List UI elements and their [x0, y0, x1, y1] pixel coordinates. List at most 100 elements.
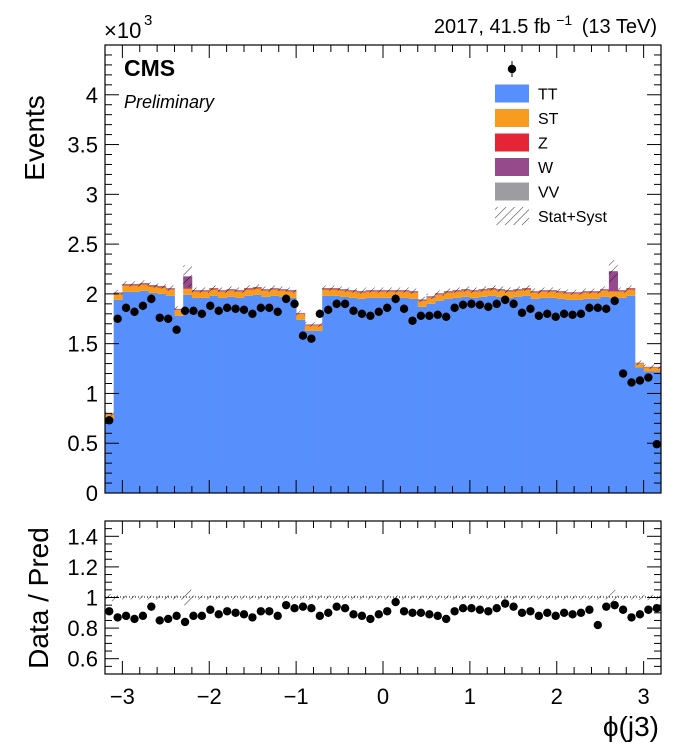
uncertainty-band — [313, 321, 323, 327]
stack-bar-st — [165, 289, 175, 296]
ratio-point — [180, 617, 190, 627]
preliminary-label: Preliminary — [124, 92, 215, 112]
ratio-uncertainty-band — [469, 595, 479, 600]
stack-bar-tt — [522, 295, 532, 493]
ratio-point — [416, 608, 426, 617]
ratio-y-axis-title: Data / Pred — [23, 527, 54, 669]
ratio-point — [383, 607, 392, 616]
data-point — [475, 300, 485, 310]
ratio-point — [172, 611, 181, 621]
stack-bar-st — [296, 314, 306, 320]
exponent-base: ×10 — [104, 18, 141, 43]
stack-bar-st — [348, 291, 358, 298]
stack-bar-st — [139, 284, 149, 291]
ratio-uncertainty-band — [548, 595, 557, 600]
stack-bar-tt — [356, 298, 367, 493]
y-tick-label: 3.5 — [67, 133, 98, 158]
data-point — [105, 416, 114, 425]
ratio-uncertainty-band — [539, 595, 549, 600]
ratio-uncertainty-band — [400, 595, 410, 600]
uncertainty-band — [469, 287, 479, 293]
ratio-uncertainty-band — [348, 595, 357, 600]
ratio-uncertainty-band — [244, 595, 253, 600]
ratio-uncertainty-band — [565, 595, 575, 600]
legend-swatch-stat-syst — [495, 207, 529, 225]
ratio-point — [197, 611, 207, 621]
data-point — [265, 303, 274, 313]
ratio-point — [105, 607, 114, 616]
ratio-uncertainty-band — [365, 595, 375, 600]
stack-bar-st — [469, 291, 479, 298]
uncertainty-band — [391, 287, 401, 293]
stack-bar-tt — [339, 296, 349, 493]
stack-bar-tt — [200, 297, 210, 493]
uncertainty-band — [191, 287, 201, 293]
ratio-y-tick-label: 0.8 — [67, 616, 98, 641]
y-tick-label: 1 — [86, 381, 98, 406]
stack-bar-tt — [270, 295, 280, 493]
data-point — [399, 304, 409, 314]
ratio-uncertainty-band — [304, 595, 314, 600]
stack-bar-tt — [191, 297, 201, 493]
stack-bar-st — [217, 291, 228, 298]
ratio-uncertainty-band — [356, 595, 366, 600]
ratio-uncertainty-band — [522, 595, 531, 600]
uncertainty-band — [452, 287, 462, 293]
data-point — [366, 311, 375, 320]
data-point — [273, 307, 282, 317]
uncertainty-band — [400, 287, 410, 293]
data-point — [383, 303, 392, 313]
uncertainty-band — [148, 282, 158, 288]
stack-bar-st — [383, 291, 393, 298]
stack-bar-tt — [226, 296, 236, 493]
stack-bar-st — [244, 289, 254, 296]
stack-bar-st — [330, 289, 340, 296]
ratio-uncertainty-band — [504, 595, 514, 600]
data-point — [332, 299, 341, 309]
stack-bar-tt — [348, 297, 358, 493]
stack-bar-st — [270, 289, 280, 296]
data-point — [635, 376, 645, 385]
ratio-y-tick-label: 1.4 — [67, 524, 98, 549]
uncertainty-bands — [105, 260, 661, 416]
x-tick-label: −3 — [110, 684, 135, 709]
x-tick-label: 1 — [464, 684, 476, 709]
uncertainty-band — [556, 288, 566, 294]
stack-bar-tt — [322, 295, 332, 493]
legend-swatch-tt — [495, 84, 529, 103]
x-tick-label: −1 — [284, 684, 309, 709]
data-point — [526, 304, 535, 314]
stack-bar-tt — [261, 296, 271, 493]
uncertainty-band — [296, 310, 305, 316]
ratio-uncertainty-band — [209, 595, 218, 600]
uncertainty-band — [495, 286, 505, 292]
stack-bar-st — [148, 286, 158, 293]
legend-swatch-st — [495, 109, 529, 127]
x-axis-title: ϕ(j3) — [603, 711, 659, 742]
ratio-point — [568, 610, 577, 619]
ratio-point — [206, 605, 215, 614]
stack-bar-tt — [304, 330, 314, 493]
ratio-point — [425, 610, 434, 619]
stack-bar-st — [565, 293, 575, 300]
stack-bar-tt — [435, 300, 445, 493]
data-point — [408, 316, 417, 325]
ratio-point — [441, 614, 451, 624]
data-point — [627, 378, 636, 387]
ratio-point — [475, 605, 485, 614]
lumi-exp: −1 — [556, 12, 572, 28]
ratio-point — [492, 604, 501, 613]
ratio-uncertainty-band — [513, 595, 522, 600]
uncertainty-band — [591, 288, 601, 294]
ratio-point — [526, 607, 535, 616]
ratio-point — [644, 605, 653, 614]
stack-bar-tt — [235, 297, 245, 493]
stack-bar-st — [513, 290, 523, 297]
uncertainty-band — [634, 360, 644, 365]
data-point — [543, 309, 552, 318]
ratio-uncertainty-band — [391, 595, 401, 600]
ratio-uncertainty-band — [226, 595, 236, 600]
ratio-point — [543, 608, 552, 617]
legend-swatch-vv — [495, 182, 529, 201]
